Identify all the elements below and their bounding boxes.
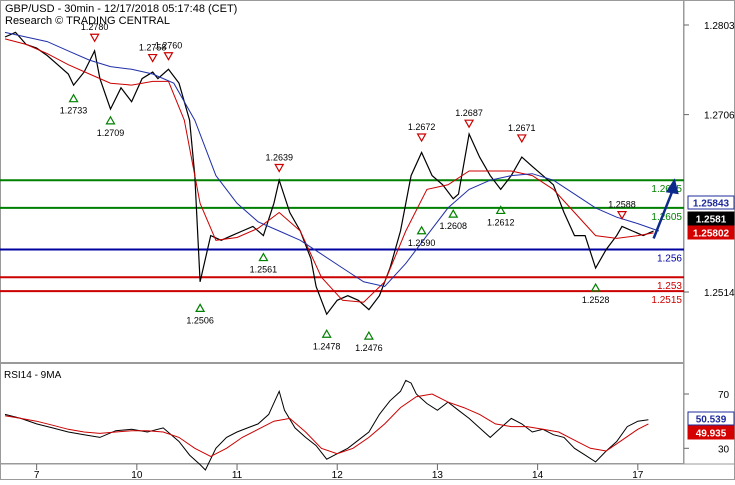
- forecast-arrow-head: [665, 178, 679, 195]
- peak-label-1.2671: 1.2671: [508, 123, 536, 133]
- trough-label-1.2709: 1.2709: [97, 128, 125, 138]
- rsi-value-tag: 50.539: [696, 415, 727, 426]
- level-label-1.2635: 1.2635: [651, 184, 682, 195]
- level-label-1.256: 1.256: [657, 254, 682, 265]
- trough-marker-1.2528: [590, 282, 601, 292]
- rsi-ma-line: [4, 393, 649, 457]
- ma-fast-line: [4, 38, 654, 303]
- level-label-1.2605: 1.2605: [651, 212, 682, 223]
- price-tag-blue-box: [687, 195, 735, 210]
- peak-label-1.2639: 1.2639: [265, 153, 293, 163]
- price-tag-red-box: [687, 225, 735, 240]
- price-tag-black: 1.2581: [696, 215, 727, 226]
- x-tick-label-7: 7: [34, 470, 40, 480]
- trough-label-1.2478: 1.2478: [313, 341, 341, 351]
- price-tag-red: 1.25802: [693, 229, 730, 240]
- trough-label-1.2733: 1.2733: [60, 106, 88, 116]
- rsi-tick-label-70: 70: [718, 390, 730, 401]
- trough-marker-1.2733: [68, 93, 79, 103]
- price-line: [4, 31, 654, 316]
- rsi-layer: [4, 379, 649, 471]
- forecast-arrow-shaft: [652, 189, 674, 239]
- header-source: Research © TRADING CENTRAL: [5, 15, 170, 27]
- trough-marker-1.2709: [105, 115, 116, 125]
- rsi-tag-box: [687, 411, 735, 426]
- tags-layer: 1.25843 1.2581 1.25802 50.539 49.935: [687, 195, 735, 440]
- trough-marker-1.2478: [321, 329, 332, 338]
- trough-label-1.2506: 1.2506: [186, 315, 214, 325]
- trough-marker-1.2476: [363, 330, 374, 340]
- ma-slow-line: [4, 31, 660, 288]
- trough-marker-1.2590: [416, 225, 427, 235]
- y-tick-label-1.2706: 1.2706: [704, 111, 735, 122]
- axes-layer: 1.2803 1.2706 1.2514 70 30 7 10 11 12 13 14 17: [34, 21, 735, 481]
- peak-label-1.2687: 1.2687: [455, 108, 483, 118]
- peak-label-1.2758: 1.2758: [139, 43, 167, 53]
- trough-label-1.2528: 1.2528: [582, 295, 610, 305]
- peak-label-1.2672: 1.2672: [408, 122, 436, 132]
- rsi-ma-value-tag: 49.935: [696, 429, 727, 440]
- x-tick-label-17: 17: [632, 470, 644, 480]
- level-label-1.2515: 1.2515: [651, 295, 682, 306]
- peak-marker-1.2639: [274, 163, 285, 173]
- trough-marker-1.2608: [448, 208, 459, 218]
- x-tick-label-11: 11: [232, 470, 243, 480]
- peak-marker-1.2687: [464, 119, 475, 129]
- price-tag-blue: 1.25843: [693, 199, 730, 210]
- level-label-1.253: 1.253: [657, 281, 682, 292]
- y-tick-label-1.2803: 1.2803: [704, 21, 735, 32]
- price-tag-black-box: [687, 211, 735, 226]
- rsi-title: RSI14 - 9MA: [4, 370, 62, 381]
- y-tick-label-1.2514: 1.2514: [704, 288, 735, 299]
- trough-marker-1.2612: [495, 205, 506, 215]
- peak-marker-1.2671: [516, 134, 527, 144]
- rsi-tick-label-30: 30: [718, 444, 730, 455]
- trough-label-1.2612: 1.2612: [487, 217, 515, 227]
- trough-marker-1.2561: [258, 252, 269, 262]
- trough-label-1.2561: 1.2561: [250, 265, 278, 275]
- rsi-ma-tag-box: [687, 425, 735, 440]
- peak-marker-1.2758: [147, 53, 158, 63]
- peak-marker-1.2588: [616, 211, 628, 220]
- peak-label-1.2760: 1.2760: [155, 41, 183, 51]
- rsi-line: [4, 379, 649, 471]
- trough-marker-1.2506: [195, 303, 206, 312]
- x-tick-label-12: 12: [332, 470, 344, 480]
- x-tick-label-10: 10: [131, 470, 143, 480]
- levels-layer: 1.2635 1.2605 1.256 1.253 1.2515: [0, 179, 684, 306]
- peak-marker-1.2760: [163, 52, 174, 61]
- header-title: GBP/USD - 30min - 12/17/2018 05:17:48 (C…: [5, 3, 237, 15]
- x-tick-label-14: 14: [532, 470, 544, 480]
- peak-marker-1.2780: [89, 33, 100, 43]
- peak-marker-1.2672: [416, 133, 427, 143]
- trough-label-1.2476: 1.2476: [355, 343, 383, 353]
- peak-label-1.2588: 1.2588: [608, 200, 636, 210]
- peak-label-1.2780: 1.2780: [81, 22, 109, 32]
- trough-label-1.2590: 1.2590: [408, 238, 436, 248]
- series-layer: [4, 31, 679, 316]
- x-tick-label-13: 13: [432, 470, 444, 480]
- trough-label-1.2608: 1.2608: [439, 221, 467, 231]
